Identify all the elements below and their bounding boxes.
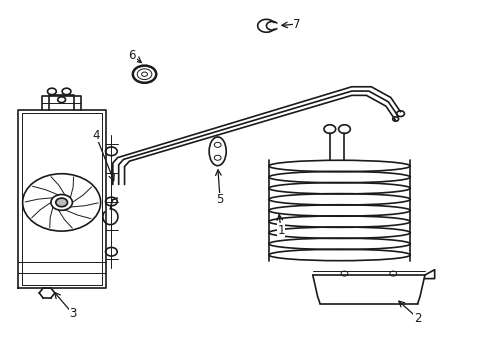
Text: 3: 3: [69, 307, 77, 320]
Text: 6: 6: [128, 49, 136, 62]
Text: 2: 2: [413, 311, 421, 325]
Text: 5: 5: [216, 193, 224, 206]
Circle shape: [56, 198, 67, 207]
Text: 4: 4: [92, 129, 100, 142]
Text: 7: 7: [293, 18, 300, 31]
Text: 1: 1: [277, 224, 284, 237]
